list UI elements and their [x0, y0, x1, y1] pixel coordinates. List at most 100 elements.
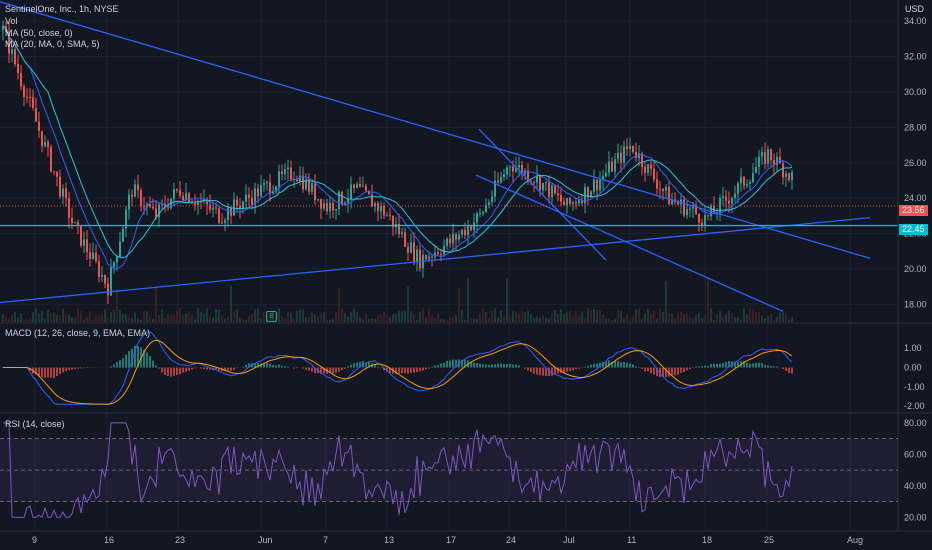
macd-histogram-bar	[68, 367, 70, 371]
macd-histogram-bar	[134, 345, 136, 368]
macd-histogram-bar	[485, 364, 487, 368]
time-axis-label: 17	[446, 535, 456, 545]
candle	[500, 176, 502, 183]
macd-legend[interactable]: MACD (12, 26, close, 9, EMA, EMA)	[5, 328, 151, 338]
trendline[interactable]	[0, 216, 871, 304]
price-axis-label: 30.00	[904, 87, 927, 97]
macd-histogram-bar	[542, 367, 544, 376]
macd-histogram-bar	[173, 367, 175, 376]
candle	[350, 184, 352, 199]
volume-bar	[518, 313, 520, 322]
price-axis-label: 20.00	[904, 264, 927, 274]
volume-bar	[701, 317, 703, 322]
macd-histogram-bar	[233, 367, 235, 370]
volume-bar	[593, 308, 595, 322]
volume-bar	[86, 317, 88, 322]
candle	[8, 31, 10, 54]
macd-histogram-bar	[515, 364, 517, 368]
volume-bar	[122, 314, 124, 322]
signal-line	[3, 339, 793, 405]
volume-bar	[170, 314, 172, 322]
volume-bar	[128, 317, 130, 322]
candle	[491, 196, 493, 203]
candle	[785, 173, 787, 178]
volume-bar	[62, 308, 64, 322]
candle	[242, 201, 244, 209]
macd-histogram-bar	[395, 367, 397, 375]
price-axis-label: 18.00	[904, 299, 927, 309]
volume-bar	[659, 308, 661, 322]
candle	[770, 149, 772, 161]
candle	[35, 108, 37, 122]
macd-histogram-bar	[47, 367, 49, 378]
volume-bar	[332, 318, 334, 322]
candle	[560, 195, 562, 202]
candle	[353, 184, 355, 188]
candle	[260, 185, 262, 197]
volume-bar	[551, 313, 553, 322]
volume-bar	[320, 313, 322, 322]
volume-bar	[533, 318, 535, 322]
candle	[428, 256, 430, 260]
candle	[653, 168, 655, 180]
macd-histogram-bar	[446, 360, 448, 368]
macd-histogram-bar	[533, 367, 535, 374]
volume-bar	[722, 316, 724, 322]
rsi-legend[interactable]: RSI (14, close)	[5, 419, 65, 429]
candle	[620, 152, 622, 163]
macd-histogram-bar	[116, 362, 118, 368]
volume-bar	[8, 319, 10, 322]
macd-histogram-bar	[275, 365, 277, 368]
time-axis-label: 18	[702, 535, 712, 545]
volume-bar	[527, 310, 529, 322]
volume-bar	[560, 309, 562, 322]
macd-histogram-bar	[476, 362, 478, 368]
volume-bar	[104, 309, 106, 322]
macd-histogram-bar	[128, 351, 130, 368]
volume-bar	[347, 316, 349, 322]
candle	[425, 255, 427, 260]
volume-bar	[218, 310, 220, 322]
volume-bar	[305, 317, 307, 322]
macd-histogram-bar	[293, 367, 295, 369]
volume-bar	[590, 310, 592, 322]
ma20-legend[interactable]: MA (20, MA, 0, SMA, 5)	[5, 39, 100, 49]
candle	[32, 97, 34, 109]
symbol-title[interactable]: SentinelOne, Inc., 1h, NYSE	[5, 4, 119, 14]
volume-bar	[266, 316, 268, 322]
candle	[722, 196, 724, 198]
earnings-icon[interactable]: E	[266, 311, 277, 322]
macd-histogram-bar	[644, 367, 646, 372]
candle	[791, 171, 793, 181]
macd-histogram-bar	[401, 367, 403, 374]
volume-legend[interactable]: Vol	[5, 16, 18, 26]
volume-bar	[509, 316, 511, 322]
macd-histogram-bar	[770, 365, 772, 368]
candle	[188, 193, 190, 203]
macd-histogram-bar	[728, 360, 730, 368]
macd-histogram-bar	[74, 367, 76, 370]
candle	[707, 215, 709, 217]
candle	[128, 194, 130, 210]
candle	[212, 207, 214, 210]
volume-bar	[74, 316, 76, 322]
macd-histogram-bar	[539, 367, 541, 376]
macd-histogram-bar	[686, 367, 688, 371]
ma50-legend[interactable]: MA (50, close, 0)	[5, 28, 73, 38]
trendline[interactable]	[478, 128, 607, 261]
candle	[737, 183, 739, 194]
macd-histogram-bar	[422, 367, 424, 371]
macd-histogram-bar	[338, 367, 340, 372]
macd-histogram-bar	[719, 363, 721, 368]
volume-bar	[335, 311, 337, 322]
trendline[interactable]	[0, 1, 871, 259]
trendline[interactable]	[475, 174, 784, 312]
macd-histogram-bar	[689, 367, 691, 369]
macd-histogram-bar	[710, 364, 712, 368]
candle	[788, 173, 790, 181]
candle	[233, 199, 235, 216]
volume-bar	[164, 318, 166, 322]
candle	[68, 198, 70, 218]
macd-histogram-bar	[434, 365, 436, 368]
